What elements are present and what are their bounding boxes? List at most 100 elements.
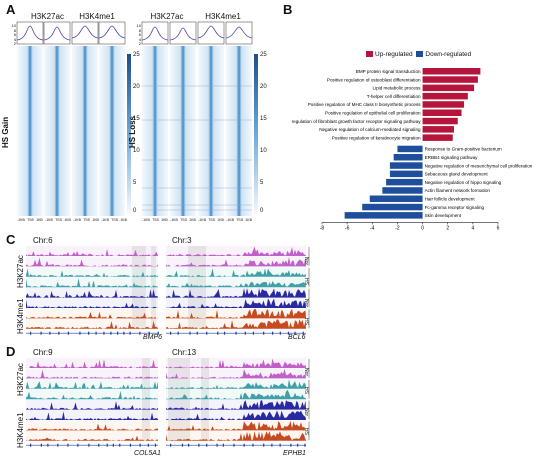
bar-down bbox=[369, 195, 423, 202]
track-bg bbox=[166, 246, 306, 256]
bar-down bbox=[362, 203, 423, 211]
track-bg bbox=[26, 368, 158, 379]
xtick: TSS bbox=[27, 218, 34, 222]
xtick: -1KB bbox=[101, 218, 109, 222]
bar-label-down: Actin filament network formation bbox=[425, 188, 491, 193]
gene-exon bbox=[157, 331, 159, 335]
bar-up bbox=[422, 84, 475, 92]
signal-track bbox=[166, 368, 306, 379]
track-bg bbox=[26, 420, 158, 431]
bar-label-down: Response to Gram-positive bacterium bbox=[425, 147, 502, 152]
signal-track bbox=[26, 268, 158, 277]
d-right-chr: Chr:13 bbox=[172, 348, 197, 357]
track-bg bbox=[166, 389, 306, 400]
track-bg bbox=[166, 368, 306, 379]
panel-label-c: C bbox=[6, 232, 16, 247]
gain-heatmap bbox=[17, 46, 125, 216]
gene-exon bbox=[216, 443, 218, 447]
track-bg bbox=[166, 378, 306, 389]
gene-exon bbox=[79, 331, 81, 335]
gene-exon bbox=[98, 443, 100, 447]
gene-exon bbox=[217, 331, 219, 335]
bar-label-up: Negative regulation of calcium-mediated … bbox=[319, 127, 421, 132]
legend-down-label: Down-regulated bbox=[425, 51, 472, 58]
track-bg bbox=[26, 378, 158, 389]
heatmap-panel-a bbox=[16, 21, 258, 216]
c-mark-h3k27ac: H3K27ac bbox=[16, 255, 25, 288]
gain-h3k27ac-header: H3K27ac bbox=[31, 12, 64, 21]
gene-exon bbox=[222, 443, 224, 447]
gene-exon bbox=[243, 443, 245, 447]
gene-exon bbox=[103, 331, 105, 335]
gene-exon bbox=[58, 331, 60, 335]
d-group-label: HS bbox=[303, 387, 309, 394]
track-bg bbox=[166, 399, 306, 410]
gene-exon bbox=[170, 331, 172, 335]
loss-side-label: HS Loss bbox=[128, 115, 137, 148]
gene-exon bbox=[123, 331, 125, 335]
gene-exon bbox=[129, 443, 132, 447]
signal-track bbox=[26, 435, 158, 441]
bar-down bbox=[386, 178, 423, 186]
x-tick-label: -8 bbox=[320, 225, 325, 230]
gene-exon bbox=[117, 331, 119, 335]
c-mark-h3k4me1: H3K4me1 bbox=[16, 298, 25, 334]
loss-ytick: 2 bbox=[138, 41, 141, 46]
track-bg bbox=[26, 277, 158, 288]
gain-ytick: 6 bbox=[13, 32, 16, 37]
xtick: -1KB bbox=[45, 218, 53, 222]
signal-track bbox=[26, 411, 158, 420]
loss-h3k4me1-header: H3K4me1 bbox=[205, 12, 241, 21]
xtick: -1KB bbox=[17, 218, 25, 222]
loss-xticks: -1KB TSS 1KB -1KB TSS 1KB -1KB TSS 1KB -1KB TSS… bbox=[142, 218, 252, 222]
bar-up bbox=[422, 109, 462, 116]
c-group-label: Nor bbox=[303, 257, 309, 266]
signal-track bbox=[26, 369, 158, 379]
track-bg bbox=[26, 298, 158, 308]
gene-exon bbox=[129, 331, 131, 335]
bar-label-down: Skin development bbox=[425, 213, 462, 218]
xtick: 1KB bbox=[245, 218, 252, 222]
gene-exon bbox=[67, 331, 70, 335]
d-mark-h3k4me1: H3K4me1 bbox=[16, 412, 25, 448]
signal-track bbox=[26, 359, 158, 368]
bar-up bbox=[422, 92, 468, 100]
signal-track bbox=[166, 379, 306, 389]
gene-exon bbox=[252, 331, 254, 335]
track-bg bbox=[26, 358, 158, 368]
xtick: 1KB bbox=[189, 218, 196, 222]
bar-label-up: Positive regulation of keratinocyte migr… bbox=[332, 135, 421, 140]
signal-track bbox=[166, 280, 306, 288]
gene-exon bbox=[290, 443, 292, 447]
gene-exon bbox=[110, 331, 112, 335]
loss-colorbar bbox=[254, 54, 258, 214]
signal-track bbox=[166, 246, 306, 256]
gene-exon bbox=[279, 443, 281, 447]
loss-cbar-tick: 15 bbox=[260, 116, 267, 122]
gene-exon bbox=[244, 331, 246, 335]
signal-track bbox=[26, 311, 158, 319]
gene-exon bbox=[112, 443, 114, 447]
signal-track bbox=[166, 431, 306, 441]
xtick: TSS bbox=[152, 218, 159, 222]
bar-label-up: T-helper cell differentiation bbox=[367, 94, 421, 99]
bar-down bbox=[344, 212, 423, 219]
loss-cbar-tick: 0 bbox=[260, 208, 264, 214]
xtick: -1KB bbox=[73, 218, 81, 222]
gene-exon bbox=[119, 443, 121, 447]
bar-down bbox=[389, 162, 423, 169]
d-group-label: HS bbox=[303, 428, 309, 435]
signal-track bbox=[166, 256, 306, 267]
panel-label-b: B bbox=[283, 2, 293, 17]
x-tick-label: -6 bbox=[345, 225, 350, 230]
x-tick-label: 0 bbox=[421, 225, 424, 230]
track-bg bbox=[166, 277, 306, 288]
signal-track bbox=[166, 389, 306, 400]
signal-track bbox=[166, 319, 306, 329]
gain-cbar-tick: 15 bbox=[133, 116, 140, 122]
x-tick-label: -2 bbox=[395, 225, 400, 230]
gene-exon bbox=[154, 443, 157, 447]
gene-exon bbox=[57, 443, 59, 447]
loss-ytick: 6 bbox=[138, 32, 141, 37]
xtick: 1KB bbox=[161, 218, 168, 222]
